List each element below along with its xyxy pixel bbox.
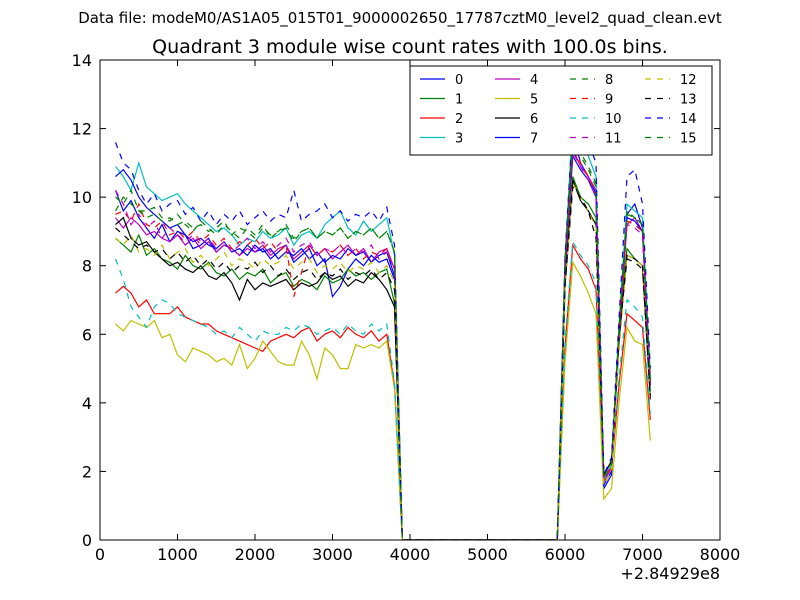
x-tick-label: 1000 — [157, 545, 198, 564]
chart-suptitle: Data file: modeM0/AS1A05_015T01_90000026… — [78, 9, 722, 28]
y-tick-label: 14 — [72, 51, 92, 70]
chart-title: Quadrant 3 module wise count rates with … — [152, 36, 668, 58]
x-tick-label: 8000 — [700, 545, 741, 564]
legend-label-14: 14 — [680, 112, 697, 127]
legend-label-11: 11 — [605, 132, 622, 147]
legend-label-7: 7 — [530, 132, 538, 147]
y-tick-label: 8 — [82, 257, 92, 276]
y-tick-label: 4 — [82, 394, 92, 413]
y-tick-label: 0 — [82, 531, 92, 550]
legend-label-3: 3 — [455, 132, 463, 147]
legend-label-4: 4 — [530, 73, 538, 88]
legend-label-10: 10 — [605, 112, 622, 127]
legend-label-8: 8 — [605, 73, 613, 88]
x-tick-label: 4000 — [390, 545, 431, 564]
legend-label-9: 9 — [605, 93, 613, 108]
series-line-11 — [114, 150, 651, 540]
legend-label-15: 15 — [680, 132, 697, 147]
y-tick-label: 12 — [72, 120, 92, 139]
legend-label-6: 6 — [530, 112, 538, 127]
y-tick-label: 2 — [82, 462, 92, 481]
x-tick-label: 3000 — [312, 545, 353, 564]
legend-label-12: 12 — [680, 73, 697, 88]
axis-ticks: 0 1000 2000 3000 4000 5000 6000 7000 80000246810… — [72, 51, 741, 564]
x-tick-label: 7000 — [622, 545, 663, 564]
series-line-10 — [114, 239, 651, 540]
legend-label-13: 13 — [680, 93, 697, 108]
legend-label-5: 5 — [530, 93, 538, 108]
legend-label-1: 1 — [455, 93, 463, 108]
legend-box — [409, 65, 713, 156]
y-tick-label: 10 — [72, 188, 92, 207]
legend-label-0: 0 — [455, 73, 463, 88]
series-line-15 — [114, 138, 651, 540]
x-tick-label: 6000 — [545, 545, 586, 564]
y-tick-label: 6 — [82, 325, 92, 344]
series-layer — [114, 113, 651, 540]
x-tick-label: 2000 — [235, 545, 276, 564]
x-tick-label: 0 — [95, 545, 105, 564]
series-line-14 — [114, 113, 651, 540]
x-tick-label: 5000 — [467, 545, 508, 564]
legend-label-2: 2 — [455, 112, 463, 127]
x-offset-label: +2.84929e8 — [620, 564, 720, 583]
